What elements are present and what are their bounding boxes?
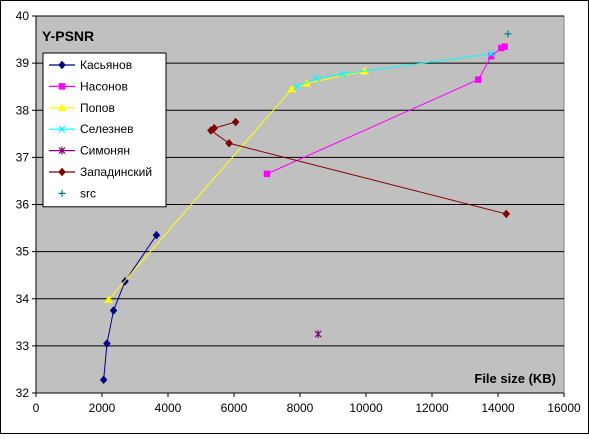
data-point: [504, 30, 512, 38]
legend-entry: Симонян: [49, 144, 130, 158]
x-tick-label: 2000: [89, 401, 116, 415]
series-6: [207, 117, 511, 219]
legend-label: Попов: [80, 101, 115, 115]
legend-entry: Попов: [49, 101, 115, 115]
axes: 0 2000 4000 6000 8000 10000 12000 14000 16000 32 3…: [16, 9, 581, 415]
data-point: [152, 230, 161, 240]
y-tick-label: 37: [16, 150, 30, 164]
data-point: [293, 83, 301, 91]
data-point: [339, 70, 347, 78]
y-tick-label: 32: [16, 386, 30, 400]
legend-box: [42, 52, 167, 208]
series-line: [108, 70, 365, 301]
data-point: [474, 76, 482, 83]
legend-marker: [58, 60, 66, 70]
data-point: [313, 74, 320, 82]
series-7: [504, 30, 512, 38]
y-tick-label: 39: [16, 56, 30, 70]
x-tick-label: 0: [33, 401, 40, 415]
data-point: [104, 295, 114, 303]
legend-entry: Насонов: [49, 79, 128, 93]
data-point: [487, 50, 495, 58]
legend-marker: [58, 125, 66, 133]
x-tick-label: 16000: [547, 401, 581, 415]
legend-entry: Западинский: [49, 165, 152, 179]
legend-label: Симонян: [80, 144, 130, 158]
series-4: [293, 50, 495, 91]
x-tick-label: 10000: [349, 401, 383, 415]
legend-entry: Селезнев: [49, 122, 134, 136]
data-point: [231, 117, 240, 127]
legend-marker: [58, 189, 66, 197]
data-point: [263, 170, 271, 178]
y-tick-label: 36: [16, 198, 30, 212]
data-point: [225, 138, 233, 148]
data-point: [502, 209, 511, 219]
y-tick-label: 33: [16, 339, 30, 353]
y-tick-label: 40: [16, 9, 30, 23]
legend-entry: Касьянов: [49, 58, 132, 72]
legend-marker: [58, 146, 66, 155]
x-tick-label: 6000: [221, 401, 248, 415]
series-line: [296, 53, 492, 88]
legend-marker: [58, 83, 66, 90]
chart-title: Y-PSNR: [42, 28, 94, 44]
legend-marker: [57, 103, 67, 112]
x-tick-label: 12000: [415, 401, 449, 415]
legend-label: Селезнев: [80, 122, 134, 136]
data-point: [207, 126, 215, 135]
x-tick-label: 4000: [155, 401, 182, 415]
y-tick-label: 35: [16, 245, 30, 259]
x-tick-label: 8000: [287, 401, 314, 415]
legend-marker: [58, 167, 66, 177]
series-group: [99, 30, 512, 385]
legend-label: src: [80, 186, 96, 200]
data-point: [501, 43, 508, 50]
y-tick-label: 34: [16, 292, 30, 306]
legend: Касьянов Насонов Попов Селезнев Симонян Запад…: [42, 52, 167, 208]
series-5: [314, 330, 322, 339]
x-axis-label: File size (KB): [474, 371, 556, 386]
x-tick-label: 14000: [481, 401, 515, 415]
data-point: [99, 375, 108, 385]
legend-label: Насонов: [80, 79, 128, 93]
data-point: [287, 84, 297, 93]
data-point: [103, 339, 111, 348]
legend-label: Западинский: [80, 165, 152, 179]
legend-label: Касьянов: [80, 58, 132, 72]
data-point: [109, 306, 118, 315]
legend-entry: src: [58, 186, 96, 200]
y-tick-label: 38: [16, 103, 30, 117]
data-point: [314, 330, 322, 339]
